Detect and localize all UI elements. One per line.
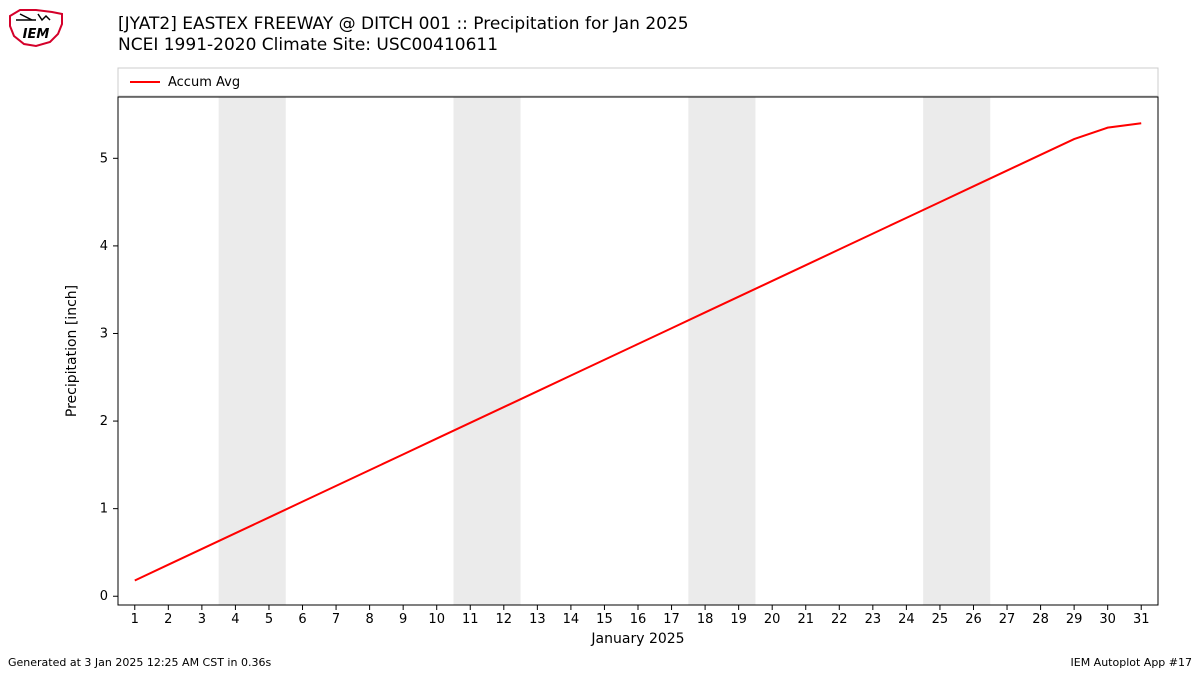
- legend-box: [118, 68, 1158, 96]
- x-tick-label: 5: [265, 612, 273, 627]
- x-tick-label: 16: [630, 612, 647, 627]
- x-tick-label: 3: [198, 612, 206, 627]
- x-tick-label: 7: [332, 612, 340, 627]
- y-tick-label: 2: [100, 414, 108, 429]
- x-tick-label: 13: [529, 612, 546, 627]
- x-tick-label: 26: [965, 612, 982, 627]
- x-tick-label: 31: [1133, 612, 1150, 627]
- weekend-band: [219, 97, 286, 605]
- x-tick-label: 6: [298, 612, 306, 627]
- y-tick-label: 5: [100, 151, 108, 166]
- x-tick-label: 24: [898, 612, 915, 627]
- x-tick-label: 11: [462, 612, 479, 627]
- y-tick-label: 3: [100, 326, 108, 341]
- x-tick-label: 9: [399, 612, 407, 627]
- footer-app: IEM Autoplot App #17: [1071, 656, 1193, 669]
- x-tick-label: 20: [764, 612, 781, 627]
- x-tick-label: 8: [365, 612, 373, 627]
- x-tick-label: 4: [231, 612, 239, 627]
- x-tick-label: 12: [496, 612, 513, 627]
- weekend-band: [923, 97, 990, 605]
- weekend-band: [453, 97, 520, 605]
- page-root: IEM [JYAT2] EASTEX FREEWAY @ DITCH 001 :…: [0, 0, 1200, 675]
- x-tick-label: 29: [1066, 612, 1083, 627]
- x-tick-label: 23: [865, 612, 882, 627]
- x-tick-label: 17: [663, 612, 680, 627]
- y-axis-label: Precipitation [inch]: [64, 285, 80, 417]
- x-tick-label: 28: [1032, 612, 1049, 627]
- x-tick-label: 27: [999, 612, 1016, 627]
- x-tick-label: 10: [428, 612, 445, 627]
- x-tick-label: 19: [730, 612, 747, 627]
- y-tick-label: 4: [100, 239, 108, 254]
- x-tick-label: 2: [164, 612, 172, 627]
- weekend-band: [688, 97, 755, 605]
- x-tick-label: 25: [932, 612, 949, 627]
- legend-label: Accum Avg: [168, 75, 240, 90]
- x-axis-label: January 2025: [590, 631, 684, 647]
- x-tick-label: 15: [596, 612, 613, 627]
- x-tick-label: 22: [831, 612, 848, 627]
- footer-generated: Generated at 3 Jan 2025 12:25 AM CST in …: [8, 656, 271, 669]
- y-tick-label: 0: [100, 589, 108, 604]
- x-tick-label: 1: [131, 612, 139, 627]
- x-tick-label: 30: [1099, 612, 1116, 627]
- y-tick-label: 1: [100, 502, 108, 517]
- x-tick-label: 18: [697, 612, 714, 627]
- precipitation-chart: Accum Avg1234567891011121314151617181920…: [0, 0, 1200, 675]
- x-tick-label: 21: [797, 612, 814, 627]
- x-tick-label: 14: [563, 612, 580, 627]
